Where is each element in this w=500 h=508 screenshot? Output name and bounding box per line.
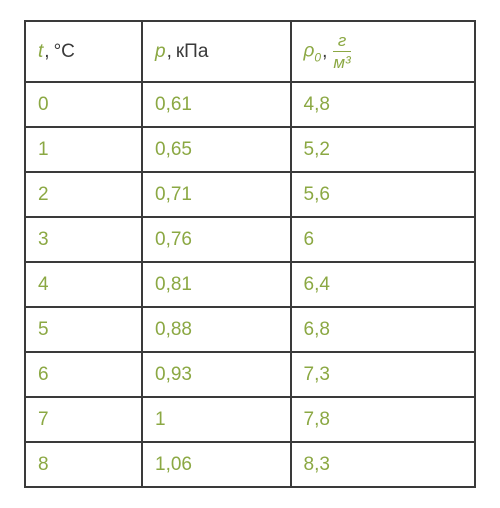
cell-rho: 6 — [291, 217, 476, 262]
cell-rho: 5,2 — [291, 127, 476, 172]
cell-rho: 4,8 — [291, 82, 476, 127]
cell-t: 0 — [25, 82, 142, 127]
unit-kpa: кПа — [176, 41, 209, 62]
cell-rho: 7,3 — [291, 352, 476, 397]
cell-p: 0,93 — [142, 352, 291, 397]
sep: , — [167, 41, 172, 62]
cell-t: 4 — [25, 262, 142, 307]
table-row: 4 0,81 6,4 — [25, 262, 475, 307]
saturation-table: t,°C p,кПа ρ0,гм³ 0 0,61 4,8 1 0,65 5,2 … — [24, 20, 476, 488]
table-row: 5 0,88 6,8 — [25, 307, 475, 352]
column-header-pressure: p,кПа — [142, 21, 291, 82]
table-row: 2 0,71 5,6 — [25, 172, 475, 217]
cell-p: 0,81 — [142, 262, 291, 307]
cell-p: 1 — [142, 397, 291, 442]
cell-rho: 5,6 — [291, 172, 476, 217]
cell-t: 8 — [25, 442, 142, 487]
cell-p: 0,88 — [142, 307, 291, 352]
table-row: 1 0,65 5,2 — [25, 127, 475, 172]
frac-den: м³ — [333, 52, 350, 71]
table-row: 7 1 7,8 — [25, 397, 475, 442]
cell-t: 5 — [25, 307, 142, 352]
cell-t: 7 — [25, 397, 142, 442]
cell-rho: 7,8 — [291, 397, 476, 442]
cell-t: 2 — [25, 172, 142, 217]
cell-p: 1,06 — [142, 442, 291, 487]
table-row: 6 0,93 7,3 — [25, 352, 475, 397]
frac-num: г — [333, 32, 350, 52]
var-p: p — [155, 41, 166, 62]
cell-p: 0,71 — [142, 172, 291, 217]
var-t: t — [38, 41, 43, 62]
sep: , — [44, 41, 49, 62]
sub-zero: 0 — [314, 50, 321, 64]
cell-p: 0,76 — [142, 217, 291, 262]
cell-p: 0,61 — [142, 82, 291, 127]
unit-celsius: °C — [54, 41, 75, 62]
unit-density-frac: гм³ — [333, 32, 350, 71]
cell-rho: 8,3 — [291, 442, 476, 487]
header-row: t,°C p,кПа ρ0,гм³ — [25, 21, 475, 82]
var-rho: ρ — [304, 41, 315, 62]
cell-t: 3 — [25, 217, 142, 262]
cell-rho: 6,8 — [291, 307, 476, 352]
table-row: 8 1,06 8,3 — [25, 442, 475, 487]
column-header-temperature: t,°C — [25, 21, 142, 82]
table-row: 3 0,76 6 — [25, 217, 475, 262]
table-row: 0 0,61 4,8 — [25, 82, 475, 127]
cell-p: 0,65 — [142, 127, 291, 172]
cell-t: 1 — [25, 127, 142, 172]
column-header-density: ρ0, гм³ — [291, 21, 476, 82]
cell-t: 6 — [25, 352, 142, 397]
sep: , — [322, 41, 327, 62]
cell-rho: 6,4 — [291, 262, 476, 307]
